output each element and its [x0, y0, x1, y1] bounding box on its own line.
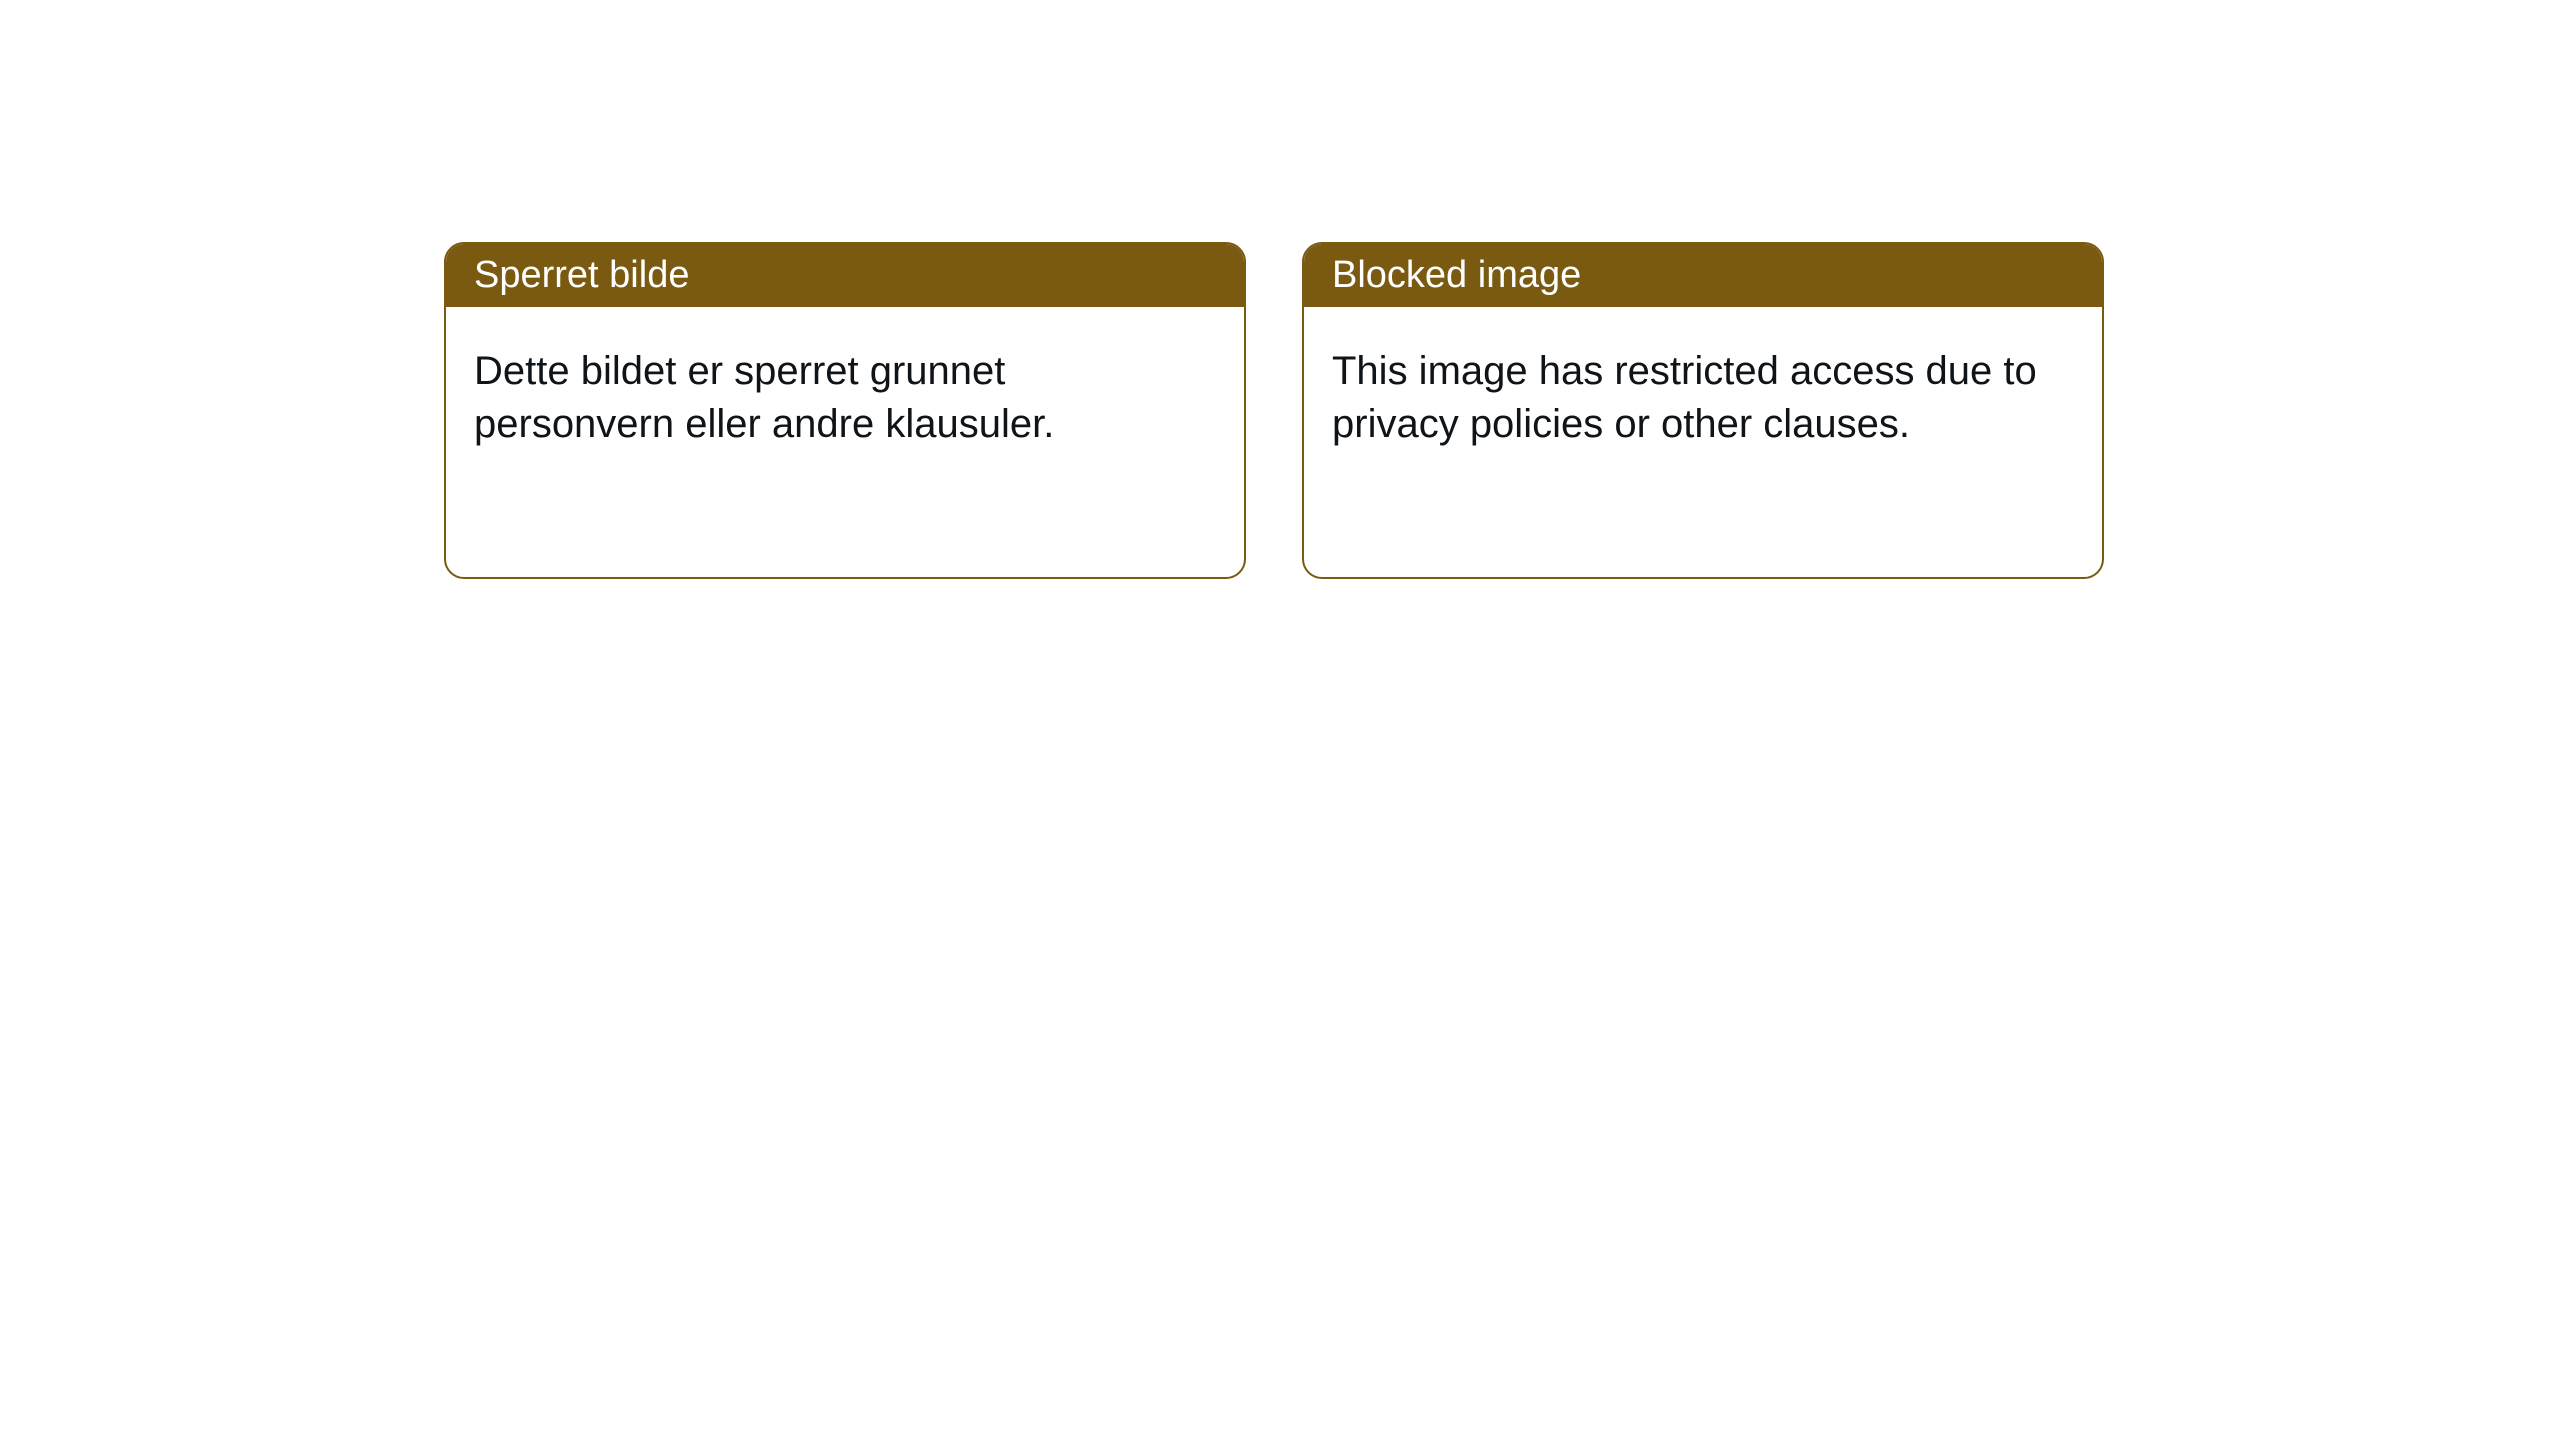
notice-card-no: Sperret bilde Dette bildet er sperret gr… [444, 242, 1246, 579]
notice-title: Blocked image [1304, 244, 2102, 307]
notice-body: Dette bildet er sperret grunnet personve… [446, 307, 1244, 577]
notice-container: Sperret bilde Dette bildet er sperret gr… [0, 0, 2560, 579]
notice-title: Sperret bilde [446, 244, 1244, 307]
notice-card-en: Blocked image This image has restricted … [1302, 242, 2104, 579]
notice-body: This image has restricted access due to … [1304, 307, 2102, 577]
